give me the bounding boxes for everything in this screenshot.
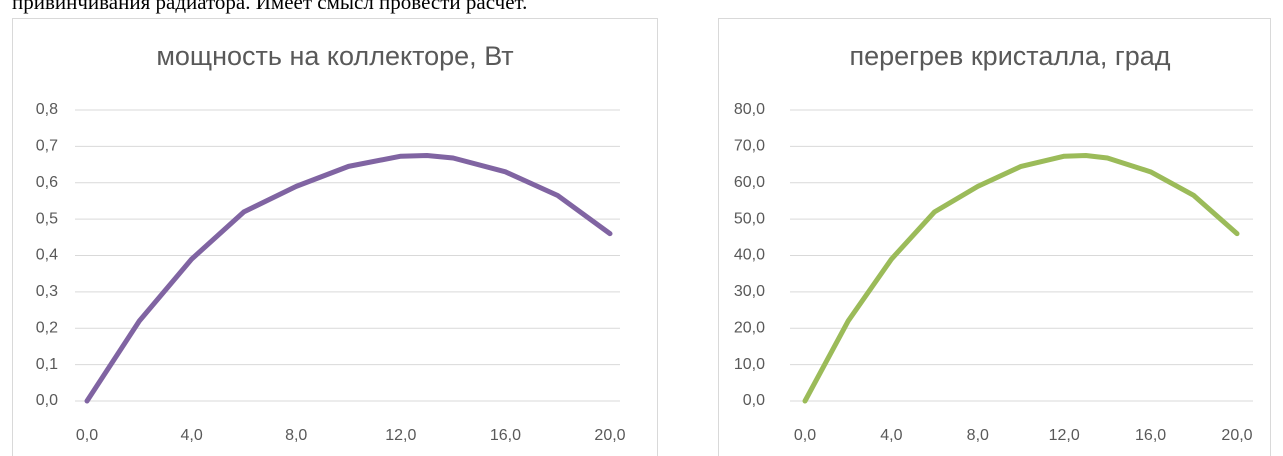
y-tick-label: 10,0 — [734, 356, 765, 373]
y-tick-label: 60,0 — [734, 174, 765, 191]
y-tick-label: 20,0 — [734, 319, 765, 336]
chart-frame — [12, 18, 658, 456]
y-tick-label: 0,1 — [36, 356, 58, 373]
x-tick-label: 12,0 — [1049, 427, 1080, 444]
paragraph-text: привинчивания радиатора. Имеет смысл про… — [12, 0, 527, 14]
x-tick-label: 4,0 — [180, 427, 202, 444]
y-tick-label: 0,4 — [36, 247, 58, 264]
y-tick-label: 0,7 — [36, 138, 58, 155]
y-tick-label: 80,0 — [734, 101, 765, 118]
y-tick-label: 40,0 — [734, 247, 765, 264]
data-line — [802, 152, 1240, 404]
y-tick-label: 0,6 — [36, 174, 58, 191]
y-tick-label: 70,0 — [734, 138, 765, 155]
y-tick-label: 0,2 — [36, 319, 58, 336]
x-tick-label: 0,0 — [794, 427, 816, 444]
x-tick-label: 12,0 — [385, 427, 416, 444]
y-tick-label: 0,5 — [36, 210, 58, 227]
chart-title: перегрев кристалла, град — [849, 41, 1170, 71]
y-tick-label: 0,3 — [36, 283, 58, 300]
y-tick-label: 30,0 — [734, 283, 765, 300]
x-tick-label: 16,0 — [490, 427, 521, 444]
data-line — [84, 152, 613, 404]
x-tick-label: 20,0 — [594, 427, 625, 444]
x-tick-label: 16,0 — [1135, 427, 1166, 444]
chart-title: мощность на коллекторе, Вт — [156, 41, 513, 71]
x-tick-label: 8,0 — [285, 427, 307, 444]
x-tick-label: 8,0 — [967, 427, 989, 444]
y-tick-label: 0,0 — [743, 392, 765, 409]
x-tick-label: 4,0 — [880, 427, 902, 444]
y-tick-label: 0,0 — [36, 392, 58, 409]
y-tick-label: 0,8 — [36, 101, 58, 118]
x-tick-label: 20,0 — [1221, 427, 1252, 444]
x-tick-label: 0,0 — [76, 427, 98, 444]
chart-frame — [718, 18, 1271, 456]
y-tick-label: 50,0 — [734, 210, 765, 227]
